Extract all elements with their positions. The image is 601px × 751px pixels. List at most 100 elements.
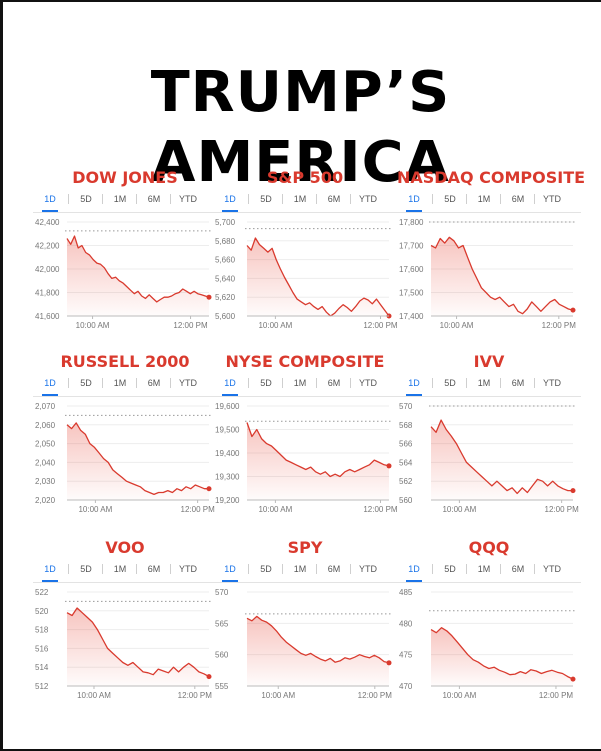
tab-separator (136, 378, 137, 388)
tab-6m[interactable]: 6M (327, 194, 341, 204)
series-line (246, 237, 390, 317)
tab-1d[interactable]: 1D (399, 376, 429, 396)
tab-6m[interactable]: 6M (327, 378, 341, 388)
y-tick-label: 17,400 (399, 312, 424, 321)
series-line (66, 235, 210, 303)
tab-5d[interactable]: 5D (80, 194, 92, 204)
y-tick-label: 17,600 (399, 265, 424, 274)
tab-1m[interactable]: 1M (293, 194, 307, 204)
tab-1d[interactable]: 1D (399, 562, 429, 582)
area-fill (431, 237, 573, 316)
y-tick-label: 520 (35, 607, 49, 616)
y-tick-label: 512 (35, 682, 49, 691)
tab-5d[interactable]: 5D (260, 378, 272, 388)
chart-plot: 485 480 475 470 10:00 AM 12:00 PM (399, 588, 577, 700)
series-line (430, 627, 574, 680)
tab-1d[interactable]: 1D (35, 376, 65, 396)
tab-5d[interactable]: 5D (444, 378, 456, 388)
series-line (66, 422, 209, 496)
y-tick-label: 564 (399, 458, 413, 467)
last-point (386, 463, 392, 469)
y-tick-label: 2,040 (35, 458, 56, 467)
x-tick-label: 10:00 AM (442, 505, 476, 514)
tab-separator (248, 194, 249, 204)
y-tick-label: 2,060 (35, 421, 56, 430)
tab-1m[interactable]: 1M (293, 564, 307, 574)
tab-separator (248, 378, 249, 388)
tab-1d[interactable]: 1D (35, 192, 65, 212)
x-tick-label: 10:00 AM (76, 321, 110, 330)
tab-1m[interactable]: 1M (477, 378, 491, 388)
y-tick-label: 2,020 (35, 496, 56, 505)
tab-separator (316, 378, 317, 388)
tab-1m[interactable]: 1M (113, 378, 127, 388)
tab-separator (432, 564, 433, 574)
x-tick-label: 12:00 PM (178, 691, 213, 700)
x-tick-label: 10:00 AM (258, 505, 292, 514)
tab-ytd[interactable]: YTD (179, 194, 197, 204)
tab-ytd[interactable]: YTD (359, 194, 377, 204)
x-tick-label: 12:00 PM (363, 505, 398, 514)
series-line (246, 615, 390, 664)
tab-6m[interactable]: 6M (147, 194, 161, 204)
tab-ytd[interactable]: YTD (359, 378, 377, 388)
tab-separator (500, 194, 501, 204)
x-tick-label: 10:00 AM (440, 321, 474, 330)
tab-ytd[interactable]: YTD (359, 564, 377, 574)
tab-ytd[interactable]: YTD (543, 564, 561, 574)
tab-separator (466, 564, 467, 574)
tab-1d[interactable]: 1D (215, 562, 245, 582)
tab-6m[interactable]: 6M (511, 564, 525, 574)
tab-separator (350, 564, 351, 574)
chart-plot: 570 565 560 555 10:00 AM 12:00 PM (215, 588, 393, 700)
y-tick-label: 19,200 (215, 496, 240, 505)
tab-separator (136, 564, 137, 574)
tab-ytd[interactable]: YTD (543, 378, 561, 388)
tab-1m[interactable]: 1M (477, 564, 491, 574)
series-line (430, 419, 573, 495)
range-tabs: 1D 5D 1M 6M YTD (33, 562, 217, 583)
tab-1m[interactable]: 1M (477, 194, 491, 204)
tab-separator (282, 194, 283, 204)
tab-1d[interactable]: 1D (215, 376, 245, 396)
range-tabs: 1D 5D 1M 6M YTD (213, 192, 397, 213)
tab-6m[interactable]: 6M (147, 378, 161, 388)
tab-6m[interactable]: 6M (147, 564, 161, 574)
tab-separator (432, 378, 433, 388)
y-tick-label: 5,640 (215, 274, 236, 283)
y-tick-label: 17,800 (399, 218, 424, 227)
tab-1m[interactable]: 1M (293, 378, 307, 388)
chart-plot: 42,400 42,200 42,000 41,800 41,600 10:00 AM 12… (35, 218, 213, 330)
tab-1m[interactable]: 1M (113, 194, 127, 204)
tab-separator (500, 378, 501, 388)
y-tick-label: 522 (35, 588, 49, 597)
tab-ytd[interactable]: YTD (179, 564, 197, 574)
area-fill (431, 627, 573, 686)
tab-1d[interactable]: 1D (399, 192, 429, 212)
x-tick-label: 10:00 AM (77, 691, 111, 700)
tab-6m[interactable]: 6M (327, 564, 341, 574)
last-point (386, 660, 392, 666)
tab-1m[interactable]: 1M (113, 564, 127, 574)
tab-separator (500, 564, 501, 574)
last-point (570, 676, 576, 682)
y-tick-label: 19,300 (215, 473, 240, 482)
tab-5d[interactable]: 5D (444, 194, 456, 204)
y-tick-label: 555 (215, 682, 229, 691)
tab-separator (68, 194, 69, 204)
tab-5d[interactable]: 5D (80, 564, 92, 574)
tab-1d[interactable]: 1D (215, 192, 245, 212)
tab-1d[interactable]: 1D (35, 562, 65, 582)
tab-5d[interactable]: 5D (444, 564, 456, 574)
tab-ytd[interactable]: YTD (179, 378, 197, 388)
tab-5d[interactable]: 5D (260, 564, 272, 574)
chart-title: NASDAQ COMPOSITE (397, 168, 586, 187)
area-fill (247, 238, 389, 316)
tab-6m[interactable]: 6M (511, 194, 525, 204)
y-tick-label: 562 (399, 477, 413, 486)
tab-6m[interactable]: 6M (511, 378, 525, 388)
y-tick-label: 5,600 (215, 312, 236, 321)
tab-5d[interactable]: 5D (80, 378, 92, 388)
tab-5d[interactable]: 5D (260, 194, 272, 204)
tab-ytd[interactable]: YTD (543, 194, 561, 204)
